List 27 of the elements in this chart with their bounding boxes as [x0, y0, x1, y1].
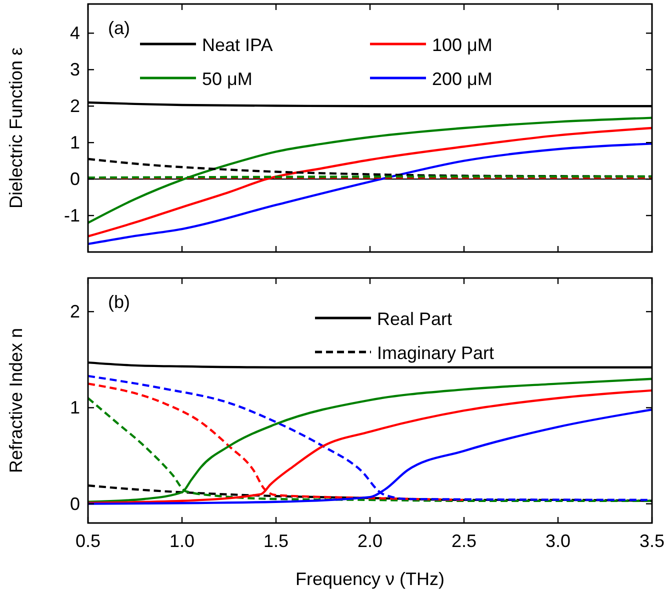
x-axis-title: Frequency ν (THz): [295, 569, 445, 589]
y-axis-title: Refractive Index n: [6, 328, 26, 474]
x-tick-label: 1.5: [263, 531, 289, 551]
y-tick-label: 2: [70, 96, 80, 116]
y-tick-label: 1: [70, 132, 80, 153]
x-tick-label: 1.0: [169, 531, 195, 551]
y-tick-label: 0: [70, 169, 80, 190]
x-tick-label: 0.5: [75, 531, 101, 551]
text: (a): [108, 18, 130, 38]
legend-label: 50 μM: [202, 69, 252, 89]
y-tick-label: 0: [70, 494, 80, 514]
x-tick-label: 3.0: [545, 531, 571, 551]
legend-label: 200 μM: [432, 69, 492, 89]
legend-label: Imaginary Part: [377, 343, 494, 363]
legend-label: Real Part: [377, 309, 452, 329]
legend-label: 100 μM: [432, 35, 492, 55]
y-tick-label: -1: [64, 206, 80, 226]
y-axis-title: Dielectric Function ε: [6, 47, 26, 209]
y-tick-label: 3: [70, 60, 80, 80]
x-tick-label: 2.0: [357, 531, 383, 551]
y-tick-label: 2: [70, 302, 80, 322]
y-tick-label: 4: [70, 23, 80, 44]
legend-label: Neat IPA: [202, 35, 273, 55]
x-tick-label: 2.5: [451, 531, 477, 551]
y-tick-label: 1: [70, 398, 80, 418]
text: (b): [108, 292, 130, 312]
x-tick-label: 3.5: [639, 531, 665, 551]
